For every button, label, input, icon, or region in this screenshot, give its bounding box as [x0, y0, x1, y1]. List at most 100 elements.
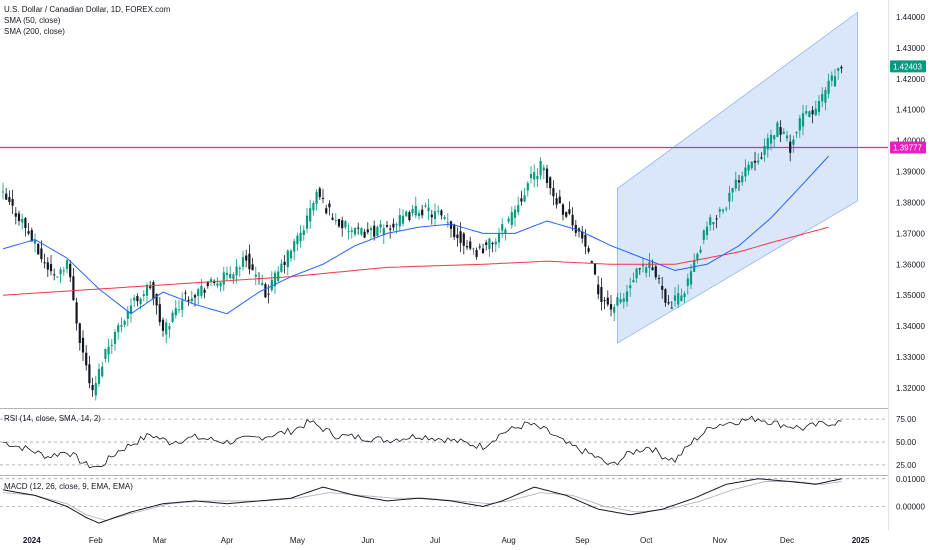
candle-body	[161, 319, 165, 331]
candle-body	[328, 203, 331, 208]
candle-body	[827, 80, 830, 94]
sma50-line	[2, 155, 829, 315]
candle-body	[635, 268, 638, 279]
candle-body	[401, 215, 405, 224]
candle-body	[437, 210, 440, 212]
candle-body	[549, 177, 552, 189]
candle-body	[840, 66, 843, 69]
candle-body	[696, 253, 699, 260]
time-tick-label: Jul	[430, 536, 440, 545]
candle-body	[133, 297, 136, 301]
time-tick-label: Dec	[780, 536, 794, 545]
candle-body	[571, 214, 574, 226]
candle-body	[613, 306, 616, 313]
candle-body	[750, 161, 753, 169]
candle-body	[782, 131, 785, 134]
candle-body	[798, 118, 801, 131]
candle-body	[497, 232, 501, 243]
candle-body	[824, 89, 827, 103]
candle-body	[641, 264, 645, 267]
candle-body	[238, 268, 241, 270]
candle-body	[273, 272, 277, 287]
candle-body	[1, 191, 5, 193]
candle-body	[405, 211, 408, 217]
time-tick-label: 2025	[852, 536, 870, 545]
candle-body	[88, 364, 91, 384]
candle-body	[565, 212, 568, 217]
candle-body	[757, 160, 760, 163]
candle-body	[341, 220, 344, 229]
candle-body	[456, 234, 459, 239]
candle-body	[763, 145, 766, 155]
candle-body	[629, 285, 632, 289]
candle-body	[350, 230, 353, 232]
candle-body	[747, 164, 750, 171]
candle-body	[792, 139, 795, 145]
candle-body	[289, 250, 293, 259]
macd-tick-label: 0.00000	[896, 502, 925, 511]
candle-body	[680, 295, 683, 302]
candle-body	[21, 218, 24, 223]
candle-body	[174, 308, 177, 316]
rsi-legend[interactable]: RSI (14, close, SMA, 14, 2)	[4, 414, 101, 423]
candle-body	[232, 274, 235, 280]
candle-body	[229, 273, 232, 279]
candle-body	[65, 260, 69, 269]
time-tick-label: Oct	[640, 536, 653, 545]
candle-body	[725, 208, 728, 210]
candle-body	[651, 267, 654, 271]
candle-body	[398, 215, 401, 227]
candle-body	[321, 197, 325, 199]
candle-body	[40, 248, 43, 260]
candle-body	[43, 262, 46, 264]
candle-body	[430, 214, 433, 218]
candle-body	[360, 228, 363, 235]
candle-body	[53, 274, 56, 276]
candle-body	[603, 300, 606, 302]
candle-body	[702, 230, 705, 240]
macd-legend[interactable]: MACD (12, 26, close, 9, EMA, EMA)	[4, 482, 133, 491]
candle-body	[523, 195, 526, 202]
rsi-tick-label: 75.00	[896, 415, 917, 424]
candle-body	[709, 217, 712, 225]
symbol-title[interactable]: U.S. Dollar / Canadian Dollar, 1D, FOREX…	[4, 5, 171, 14]
candle-body	[139, 298, 142, 305]
candle-body	[81, 337, 85, 353]
candle-body	[171, 312, 174, 322]
candle-body	[245, 255, 248, 261]
candle-body	[645, 267, 648, 273]
candle-body	[305, 215, 309, 229]
sma50-legend[interactable]: SMA (50, close)	[4, 16, 61, 25]
candle-body	[670, 307, 673, 309]
candle-body	[469, 241, 472, 249]
candle-body	[529, 173, 533, 179]
candle-body	[622, 298, 625, 302]
candle-body	[62, 270, 65, 272]
candle-body	[49, 264, 53, 272]
candle-body	[248, 253, 251, 270]
candle-body	[536, 175, 539, 180]
candle-body	[427, 207, 430, 212]
candle-body	[606, 297, 609, 305]
candle-body	[117, 325, 120, 333]
candle-body	[27, 231, 30, 234]
candle-body	[302, 230, 305, 235]
candle-body	[104, 349, 107, 359]
candle-body	[616, 297, 619, 306]
candle-body	[673, 295, 677, 301]
candle-body	[661, 285, 664, 290]
candle-body	[37, 243, 40, 255]
sma200-legend[interactable]: SMA (200, close)	[4, 27, 65, 36]
candle-body	[721, 209, 725, 212]
candle-body	[632, 280, 635, 283]
price-tick-label: 1.40000	[896, 137, 925, 146]
price-tick-label: 1.37000	[896, 229, 925, 238]
candle-body	[568, 209, 571, 214]
candle-body	[126, 310, 129, 319]
candle-body	[155, 293, 158, 306]
candle-body	[667, 302, 670, 304]
candle-body	[453, 224, 456, 238]
candle-body	[728, 192, 731, 202]
candle-body	[699, 249, 702, 253]
